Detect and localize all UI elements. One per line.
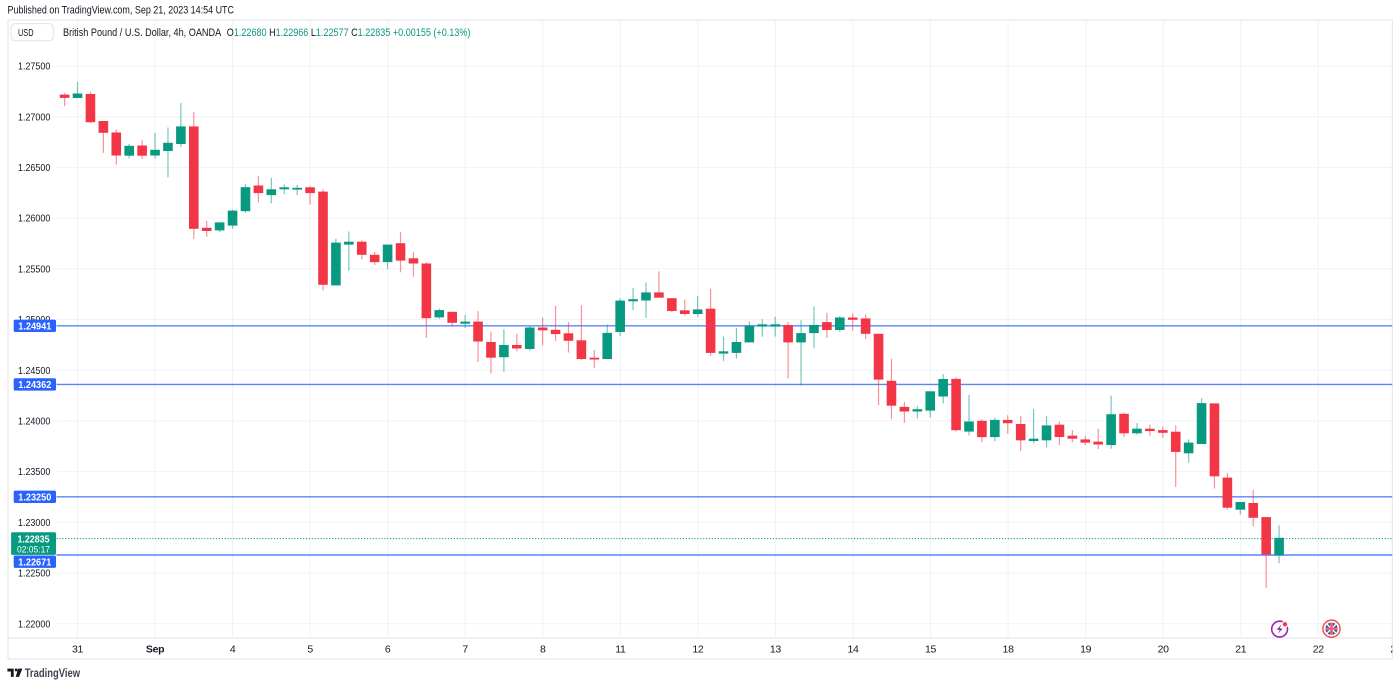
svg-text:1.23500: 1.23500 [18,466,50,478]
svg-text:1.26500: 1.26500 [18,162,50,174]
svg-text:21: 21 [1235,644,1247,656]
svg-text:4: 4 [230,644,236,656]
svg-text:1.25500: 1.25500 [18,263,50,275]
svg-text:15: 15 [925,644,937,656]
svg-text:1.22835: 1.22835 [18,534,50,546]
svg-text:Sep: Sep [146,644,164,656]
svg-text:1.26000: 1.26000 [18,213,50,225]
svg-text:Published on TradingView.com,: Published on TradingView.com, Sep 21, 20… [8,5,235,17]
svg-text:1.24500: 1.24500 [18,365,50,377]
svg-text:1.22671: 1.22671 [18,556,51,568]
svg-text:British Pound / U.S. Dollar, 4: British Pound / U.S. Dollar, 4h, OANDA [63,27,222,39]
svg-text:7: 7 [462,644,468,656]
svg-text:13: 13 [770,644,782,656]
svg-text:1.22000: 1.22000 [18,618,50,630]
svg-text:20: 20 [1158,644,1170,656]
svg-text:19: 19 [1080,644,1092,656]
svg-text:1.22500: 1.22500 [18,568,50,580]
svg-text:1.23250: 1.23250 [18,491,51,503]
svg-text:USD: USD [18,28,34,39]
svg-text:O1.22680 H1.22966 L1.22577 C1.: O1.22680 H1.22966 L1.22577 C1.22835 +0.0… [227,27,471,39]
svg-text:11: 11 [615,644,626,656]
svg-text:6: 6 [385,644,391,656]
svg-text:1.24362: 1.24362 [18,379,51,391]
svg-text:31: 31 [72,644,84,656]
svg-text:8: 8 [540,644,546,656]
svg-text:23: 23 [1390,644,1400,656]
svg-text:12: 12 [692,644,704,656]
svg-text:1.27000: 1.27000 [18,111,50,123]
svg-text:1.27500: 1.27500 [18,61,50,73]
svg-text:22: 22 [1313,644,1325,656]
svg-text:14: 14 [847,644,859,656]
svg-text:1.24000: 1.24000 [18,416,50,428]
svg-text:5: 5 [307,644,313,656]
svg-text:1.23000: 1.23000 [18,517,50,529]
svg-text:1.24941: 1.24941 [18,320,51,332]
svg-text:02:05:17: 02:05:17 [17,544,50,555]
svg-text:18: 18 [1003,644,1015,656]
svg-text:TradingView: TradingView [25,668,80,680]
